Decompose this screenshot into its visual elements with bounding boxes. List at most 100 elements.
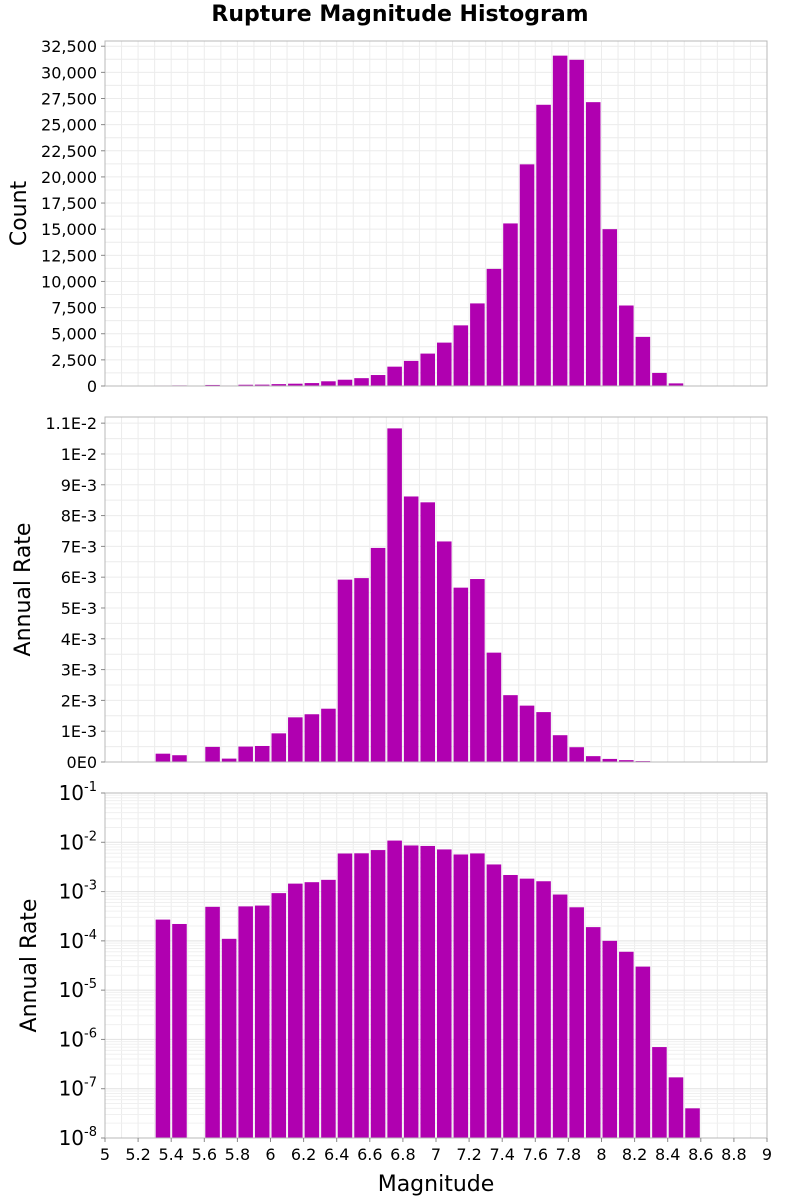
x-tick-label-9: 6.8 xyxy=(390,1145,415,1164)
bar-rate-log-9 xyxy=(254,905,270,1138)
bar-rate-linear-16 xyxy=(370,547,386,762)
bar-rate-log-27 xyxy=(552,894,568,1138)
bar-rate-linear-19 xyxy=(420,502,435,762)
y-tick-label-count-1: 2,500 xyxy=(51,351,97,370)
y-tick-label-rate-linear-6: 6E-3 xyxy=(61,568,97,587)
x-axis-label: Magnitude xyxy=(378,1172,495,1197)
y-tick-label-rate-linear-11: 1.1E-2 xyxy=(45,414,97,433)
bar-count-34 xyxy=(668,383,684,386)
bar-rate-linear-21 xyxy=(453,587,469,762)
y-tick-label-count-11: 27,500 xyxy=(41,90,97,109)
y-tick-label-rate-linear-8: 8E-3 xyxy=(61,507,97,526)
y-tick-label-count-13: 32,500 xyxy=(41,37,97,56)
bar-rate-log-29 xyxy=(585,927,601,1138)
bar-rate-linear-31 xyxy=(619,760,634,762)
x-tick-label-4: 5.8 xyxy=(225,1145,250,1164)
bar-rate-log-34 xyxy=(668,1077,684,1138)
bar-rate-linear-14 xyxy=(337,579,353,762)
bar-count-21 xyxy=(453,325,469,386)
bar-rate-log-32 xyxy=(635,966,651,1138)
y-tick-label-count-4: 10,000 xyxy=(41,272,97,291)
y-tick-label-rate-log-7: 10-1 xyxy=(59,780,97,805)
x-tick-label-14: 7.8 xyxy=(556,1145,581,1164)
bar-rate-log-26 xyxy=(536,881,551,1138)
y-tick-label-rate-linear-5: 5E-3 xyxy=(61,599,97,618)
bar-count-29 xyxy=(585,102,601,386)
y-axis-label-rate-linear: Annual Rate xyxy=(11,523,36,657)
bar-rate-log-18 xyxy=(403,845,419,1138)
x-tick-label-7: 6.4 xyxy=(324,1145,349,1164)
bar-count-33 xyxy=(652,372,667,386)
y-tick-label-rate-linear-10: 1E-2 xyxy=(61,445,97,464)
bar-rate-log-13 xyxy=(321,879,336,1138)
y-tick-label-rate-linear-7: 7E-3 xyxy=(61,537,97,556)
bar-count-24 xyxy=(503,223,518,386)
bar-count-19 xyxy=(420,353,435,386)
bar-rate-log-16 xyxy=(370,850,386,1138)
bar-rate-log-8 xyxy=(238,906,253,1138)
y-tick-label-count-9: 22,500 xyxy=(41,142,97,161)
y-tick-label-rate-log-0: 10-8 xyxy=(59,1125,97,1150)
y-tick-label-rate-log-3: 10-5 xyxy=(59,977,97,1002)
x-tick-label-20: 9 xyxy=(762,1145,772,1164)
bar-rate-log-10 xyxy=(271,893,287,1138)
x-tick-label-3: 5.6 xyxy=(192,1145,217,1164)
bar-count-20 xyxy=(437,342,452,386)
bar-count-27 xyxy=(552,55,568,387)
y-axis-label-count: Count xyxy=(7,180,32,246)
bar-count-22 xyxy=(470,303,485,386)
bar-rate-log-20 xyxy=(437,849,452,1138)
x-tick-label-17: 8.4 xyxy=(655,1145,680,1164)
bar-rate-log-21 xyxy=(453,854,469,1138)
y-tick-label-count-5: 12,500 xyxy=(41,246,97,265)
bar-rate-linear-28 xyxy=(569,747,584,762)
bar-count-17 xyxy=(387,366,402,386)
x-tick-label-2: 5.4 xyxy=(158,1145,183,1164)
bar-count-13 xyxy=(321,381,336,386)
bar-rate-linear-8 xyxy=(238,746,253,762)
plot-frame-count xyxy=(104,40,768,387)
bar-count-32 xyxy=(635,336,651,386)
y-tick-label-rate-linear-3: 3E-3 xyxy=(61,661,97,680)
bar-count-6 xyxy=(205,384,220,386)
y-tick-label-rate-linear-1: 1E-3 xyxy=(61,722,97,741)
bar-rate-linear-12 xyxy=(304,714,320,762)
x-tick-label-1: 5.2 xyxy=(125,1145,150,1164)
bar-rate-linear-3 xyxy=(155,753,171,762)
bar-count-14 xyxy=(337,379,353,386)
bar-rate-linear-27 xyxy=(552,735,568,762)
bar-count-30 xyxy=(602,229,618,386)
x-tick-label-18: 8.6 xyxy=(688,1145,713,1164)
bar-rate-linear-26 xyxy=(536,712,551,762)
bar-rate-log-35 xyxy=(685,1108,700,1138)
y-tick-label-count-6: 15,000 xyxy=(41,220,97,239)
x-tick-label-19: 8.8 xyxy=(721,1145,746,1164)
bar-count-16 xyxy=(370,375,386,386)
bar-count-12 xyxy=(304,383,320,386)
bar-rate-log-4 xyxy=(172,923,187,1138)
y-tick-label-rate-log-2: 10-6 xyxy=(59,1026,97,1051)
y-axis-label-rate-log: Annual Rate xyxy=(17,899,42,1033)
bar-rate-linear-6 xyxy=(205,746,220,762)
bar-rate-log-3 xyxy=(155,919,171,1138)
bar-rate-linear-20 xyxy=(437,541,452,762)
bar-rate-log-33 xyxy=(652,1047,667,1138)
bar-rate-linear-30 xyxy=(602,758,618,762)
bar-count-11 xyxy=(288,383,303,386)
bar-count-25 xyxy=(519,164,535,386)
y-tick-label-rate-log-4: 10-4 xyxy=(59,928,97,953)
y-tick-label-rate-log-5: 10-3 xyxy=(59,879,97,904)
bar-rate-log-30 xyxy=(602,940,618,1138)
y-tick-label-count-0: 0 xyxy=(87,377,97,396)
x-tick-label-12: 7.4 xyxy=(489,1145,514,1164)
y-tick-label-count-8: 20,000 xyxy=(41,168,97,187)
bar-count-9 xyxy=(254,384,270,386)
bar-rate-linear-11 xyxy=(288,717,303,762)
bar-rate-log-15 xyxy=(354,853,369,1138)
bar-rate-linear-17 xyxy=(387,428,402,762)
y-tick-label-count-2: 5,000 xyxy=(51,325,97,344)
bar-rate-linear-7 xyxy=(221,758,237,762)
x-tick-label-8: 6.6 xyxy=(357,1145,382,1164)
y-tick-label-count-3: 7,500 xyxy=(51,299,97,318)
